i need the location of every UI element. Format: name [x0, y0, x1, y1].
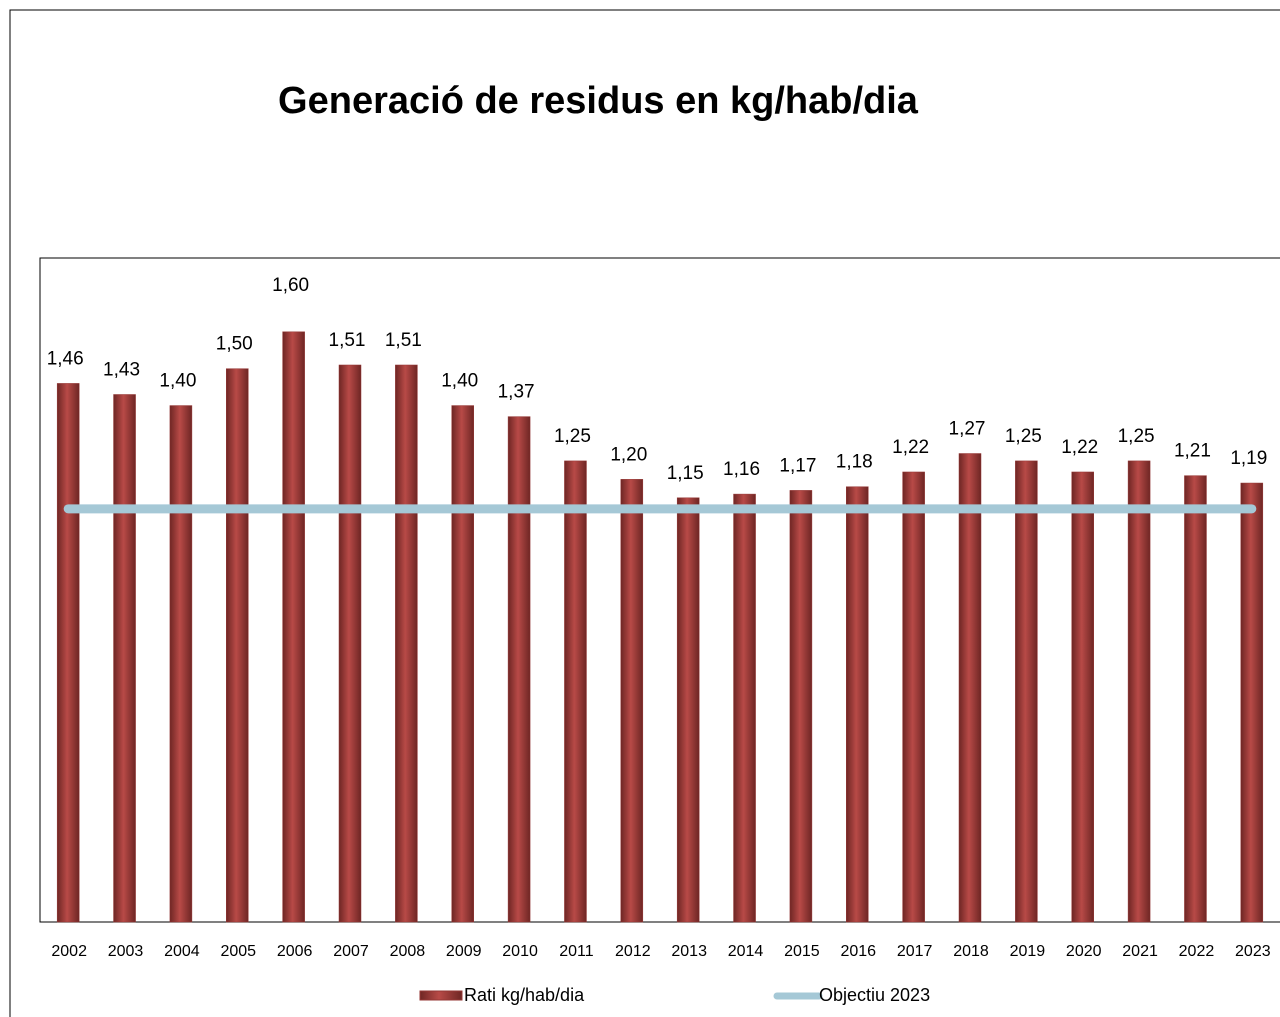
x-tick-label: 2014 [728, 943, 764, 960]
x-tick-label: 2020 [1066, 943, 1102, 960]
data-label: 1,51 [329, 330, 366, 351]
x-tick-label: 2019 [1010, 943, 1046, 960]
x-tick-label: 2021 [1122, 943, 1158, 960]
bar [733, 493, 756, 923]
x-tick-label: 2011 [559, 943, 594, 960]
x-tick-label: 2017 [897, 943, 933, 960]
data-label: 1,22 [892, 437, 929, 458]
data-label: 1,25 [554, 426, 591, 447]
data-label: 1,51 [385, 330, 422, 351]
legend-label: Rati kg/hab/dia [464, 985, 585, 1005]
x-tick-label: 2007 [333, 943, 369, 960]
legend-swatch [419, 990, 463, 1001]
data-label: 1,22 [1061, 437, 1098, 458]
bar [846, 486, 869, 923]
bar [620, 479, 644, 923]
x-tick-label: 2022 [1179, 943, 1215, 960]
plot-border [39, 257, 1280, 923]
x-tick-label: 2023 [1235, 943, 1271, 960]
bar [56, 383, 80, 923]
bar [226, 368, 249, 923]
legend-label: Objectiu 2023 [819, 985, 930, 1005]
x-tick-label: 2009 [446, 943, 482, 960]
bar [169, 405, 193, 923]
bar [282, 331, 305, 923]
bar [1127, 460, 1151, 923]
data-label: 1,40 [159, 371, 196, 392]
x-tick-label: 2015 [784, 943, 820, 960]
data-label: 1,15 [667, 463, 704, 484]
bar [789, 490, 813, 923]
data-label: 1,19 [1230, 448, 1267, 469]
x-tick-label: 2013 [671, 943, 707, 960]
x-tick-label: 2002 [51, 943, 87, 960]
bar [113, 394, 136, 923]
x-tick-label: 2004 [164, 943, 200, 960]
data-label: 1,18 [836, 452, 873, 473]
bar [338, 364, 362, 923]
data-label: 1,21 [1174, 441, 1211, 462]
data-label: 1,16 [723, 459, 760, 480]
bar [451, 405, 474, 923]
data-label: 1,60 [272, 275, 309, 296]
data-label: 1,43 [103, 360, 140, 381]
chart-title: Generació de residus en kg/hab/dia [278, 80, 919, 122]
x-tick-label: 2018 [953, 943, 989, 960]
data-label: 1,17 [779, 455, 816, 476]
x-tick-label: 2010 [502, 943, 538, 960]
bar [1015, 460, 1038, 923]
bar [395, 364, 418, 923]
bar [507, 416, 531, 923]
bar [676, 497, 700, 923]
bar [1071, 471, 1094, 923]
data-label: 1,37 [498, 382, 535, 403]
data-label: 1,50 [216, 334, 253, 355]
bar [1240, 482, 1264, 923]
bar [958, 453, 982, 923]
chart-border [9, 9, 1280, 1017]
x-tick-label: 2003 [108, 943, 144, 960]
bar [1184, 475, 1207, 923]
data-label: 1,46 [47, 348, 84, 369]
data-label: 1,27 [949, 419, 986, 440]
x-tick-label: 2016 [840, 943, 876, 960]
x-tick-label: 2005 [220, 943, 256, 960]
x-tick-label: 2008 [390, 943, 426, 960]
data-label: 1,20 [610, 444, 647, 465]
x-tick-label: 2006 [277, 943, 313, 960]
data-label: 1,40 [441, 371, 478, 392]
data-label: 1,25 [1005, 426, 1042, 447]
bar [902, 471, 925, 923]
x-tick-label: 2012 [615, 943, 651, 960]
data-label: 1,25 [1118, 426, 1155, 447]
bar [564, 460, 587, 923]
